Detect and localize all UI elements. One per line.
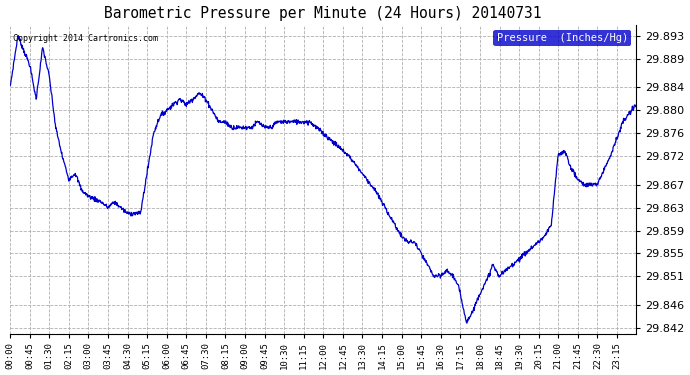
Title: Barometric Pressure per Minute (24 Hours) 20140731: Barometric Pressure per Minute (24 Hours… (104, 6, 542, 21)
Legend: Pressure  (Inches/Hg): Pressure (Inches/Hg) (493, 30, 631, 46)
Text: Copyright 2014 Cartronics.com: Copyright 2014 Cartronics.com (13, 34, 158, 43)
